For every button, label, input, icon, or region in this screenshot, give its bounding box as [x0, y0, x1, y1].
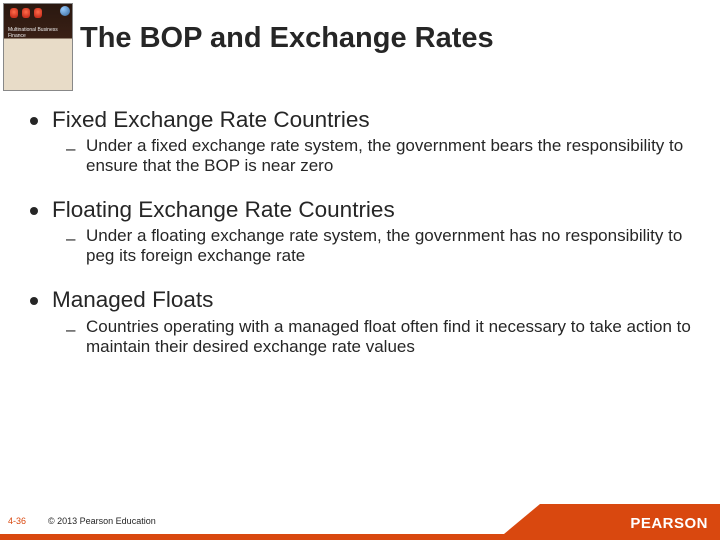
lantern-icon [10, 8, 18, 18]
book-cover-thumbnail: Multinational Business Finance [3, 3, 73, 91]
bullet-text: Floating Exchange Rate Countries [52, 196, 395, 224]
bullet-level2: – Under a floating exchange rate system,… [66, 226, 702, 266]
bullet-level1: Managed Floats [30, 286, 702, 314]
bullet-dot-icon [30, 117, 38, 125]
footer-triangle [504, 504, 540, 534]
slide-number: 4-36 [8, 516, 26, 526]
slide-footer: PEARSON 4-36 © 2013 Pearson Education [0, 504, 720, 540]
pearson-logo: PEARSON [630, 515, 708, 532]
bullet-dot-icon [30, 297, 38, 305]
bullet-level2: – Countries operating with a managed flo… [66, 317, 702, 357]
lantern-icon [34, 8, 42, 18]
bullet-text: Fixed Exchange Rate Countries [52, 106, 370, 134]
bullet-level1: Floating Exchange Rate Countries [30, 196, 702, 224]
lantern-icon [22, 8, 30, 18]
bullet-dot-icon [30, 207, 38, 215]
thumbnail-label: Multinational Business Finance [8, 28, 72, 39]
bullet-dash-icon: – [66, 229, 76, 249]
bullet-dash-icon: – [66, 320, 76, 340]
bullet-level2: – Under a fixed exchange rate system, th… [66, 136, 702, 176]
slide-content: Fixed Exchange Rate Countries – Under a … [30, 100, 702, 377]
globe-icon [60, 6, 70, 16]
bullet-subtext: Under a floating exchange rate system, t… [86, 226, 702, 266]
slide: Multinational Business Finance The BOP a… [0, 0, 720, 540]
slide-title: The BOP and Exchange Rates [80, 22, 494, 55]
bullet-dash-icon: – [66, 139, 76, 159]
copyright-text: © 2013 Pearson Education [48, 516, 156, 526]
bullet-text: Managed Floats [52, 286, 213, 314]
bullet-level1: Fixed Exchange Rate Countries [30, 106, 702, 134]
bullet-subtext: Countries operating with a managed float… [86, 317, 702, 357]
bullet-subtext: Under a fixed exchange rate system, the … [86, 136, 702, 176]
